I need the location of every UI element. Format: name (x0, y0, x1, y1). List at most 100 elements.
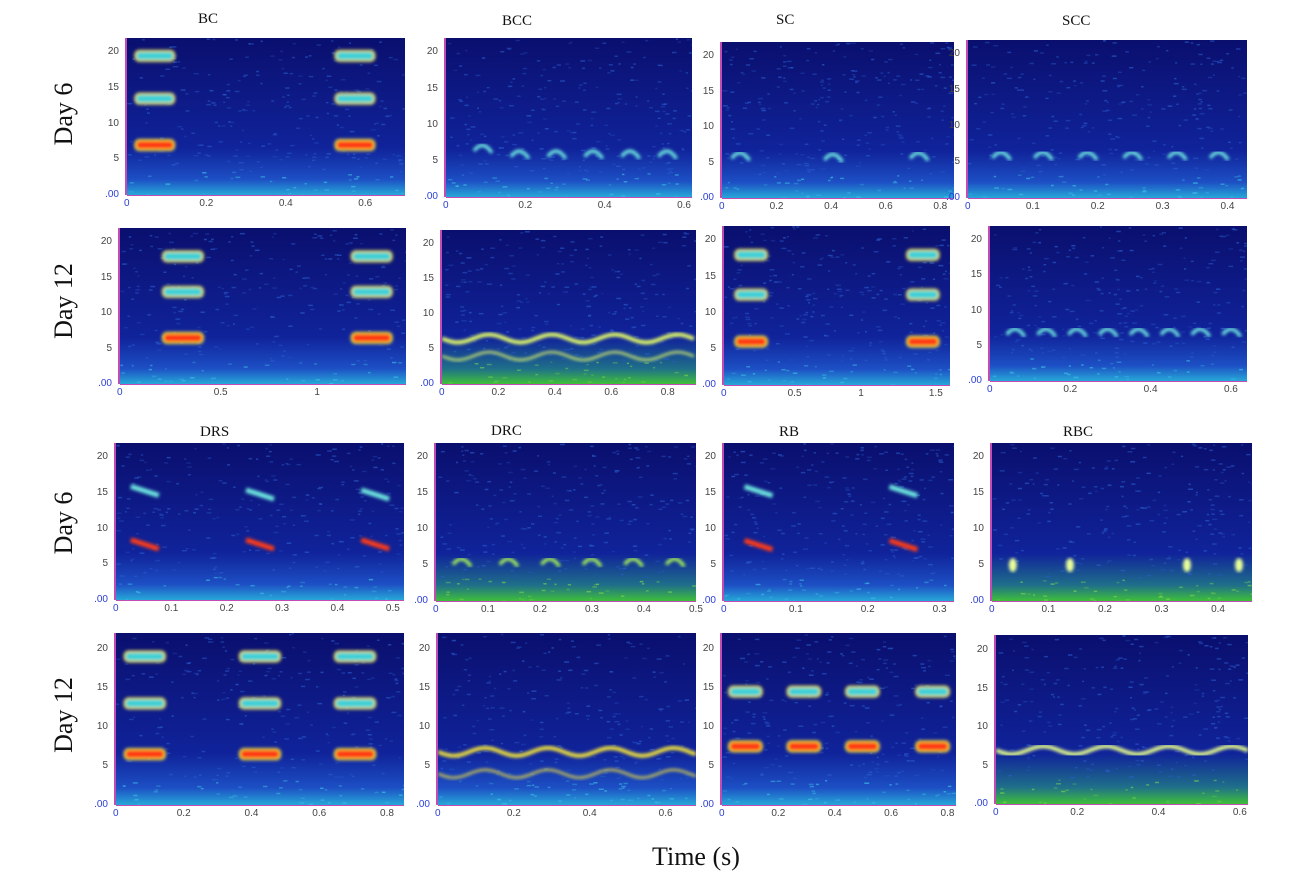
call-mark (786, 685, 822, 698)
y-tick-label: 10 (976, 721, 988, 733)
y-tick-label: 20 (972, 451, 984, 463)
call-mark (1005, 327, 1027, 338)
x-tick-label: 0.5 (787, 388, 802, 399)
y-axis-line (966, 40, 968, 198)
x-tick-label: 0 (965, 201, 971, 212)
call-mark (134, 92, 176, 105)
call-mark (1077, 150, 1099, 161)
y-tick-label: 20 (704, 451, 716, 463)
x-axis-line (127, 195, 405, 196)
y-tick-label: 15 (418, 681, 430, 693)
y-tick-label: 15 (972, 487, 984, 499)
x-tick-label: 0.4 (1220, 201, 1235, 212)
call-mark (509, 149, 531, 160)
y-axis-line (444, 38, 446, 197)
call-mark (333, 748, 377, 761)
call-mark (238, 697, 282, 710)
x-tick-label: 0.6 (658, 808, 673, 819)
x-axis-line (438, 805, 696, 806)
column-title-bc: BC (198, 11, 219, 27)
spectrogram-image (116, 633, 404, 805)
x-tick-label: 0.1 (1025, 201, 1040, 212)
x-tick-label: 0.2 (771, 808, 786, 819)
x-tick-label: 0.3 (275, 603, 290, 614)
x-tick-label: 0.8 (940, 808, 955, 819)
call-mark (657, 149, 678, 160)
call-mark (1122, 150, 1144, 161)
spectrogram-image (990, 226, 1247, 381)
y-tick-label: .00 (94, 594, 108, 605)
x-tick-label: 0.5 (385, 603, 400, 614)
x-tick-label: 0.2 (506, 808, 521, 819)
y-tick-label: .00 (416, 799, 430, 810)
x-tick-label: 0 (993, 807, 999, 818)
call-mark (333, 697, 377, 710)
call-mark (845, 685, 880, 698)
x-axis-line (992, 601, 1252, 602)
call-mark (1066, 327, 1088, 338)
call-mark (1190, 327, 1212, 338)
call-mark (906, 248, 940, 261)
y-tick-label: 20 (702, 50, 714, 62)
x-tick-label: 0.2 (176, 808, 191, 819)
x-axis-line (116, 600, 404, 601)
call-mark (743, 538, 774, 552)
call-mark (1235, 558, 1243, 573)
y-axis-line (434, 443, 436, 601)
call-mark (350, 331, 393, 344)
call-mark (350, 250, 393, 263)
y-tick-label: 15 (704, 270, 716, 282)
call-mark (1008, 558, 1017, 573)
x-tick-label: 0 (439, 387, 445, 398)
spectrogram-image (442, 230, 696, 384)
y-axis-line (994, 635, 996, 804)
x-tick-label: 0.2 (219, 603, 234, 614)
x-tick-label: 0.2 (769, 201, 784, 212)
column-title-rb: RB (779, 424, 800, 440)
call-mark (472, 143, 494, 154)
y-tick-label: .00 (968, 375, 982, 386)
y-axis-line (125, 38, 127, 195)
y-tick-label: 15 (976, 682, 988, 694)
y-tick-label: 10 (426, 118, 438, 130)
y-axis-line (722, 443, 724, 601)
y-tick-label: 20 (416, 451, 428, 463)
x-tick-label: 0 (435, 808, 441, 819)
y-axis-line (990, 443, 992, 601)
x-axis-line (996, 804, 1248, 805)
x-tick-label: 0.4 (547, 387, 562, 398)
call-mark (996, 744, 1248, 757)
x-tick-label: 0.8 (380, 808, 394, 819)
x-tick-label: 0.8 (933, 201, 948, 212)
spectrogram-image (438, 633, 696, 805)
x-axis-line (990, 381, 1247, 382)
call-mark (583, 149, 605, 160)
x-tick-label: 1.5 (928, 388, 943, 399)
y-tick-label: 20 (107, 46, 119, 58)
x-tick-label: 0 (433, 604, 439, 615)
spectrogram-image (446, 38, 692, 197)
column-title-drs: DRS (200, 424, 230, 440)
y-tick-label: 20 (100, 236, 112, 248)
call-mark (540, 557, 561, 568)
y-tick-label: .00 (702, 595, 716, 606)
y-axis-line (720, 42, 722, 198)
y-tick-label: 20 (426, 46, 438, 58)
call-mark (1128, 327, 1150, 338)
y-tick-label: 5 (710, 559, 716, 571)
column-title-bcc: BCC (502, 13, 533, 29)
y-tick-label: 5 (978, 559, 984, 571)
y-tick-label: 15 (970, 269, 982, 281)
y-tick-label: 15 (426, 82, 438, 94)
x-tick-label: 0.6 (1223, 384, 1238, 395)
call-mark (334, 139, 376, 152)
y-tick-label: .00 (946, 192, 960, 203)
x-tick-label: 0.3 (585, 604, 599, 615)
x-tick-label: 0.6 (878, 201, 893, 212)
x-axis-line (968, 198, 1247, 199)
y-tick-label: 5 (432, 154, 438, 166)
y-tick-label: 15 (416, 487, 428, 499)
y-tick-label: 10 (704, 306, 716, 318)
spectrogram-image (724, 226, 950, 385)
call-mark (664, 557, 686, 568)
